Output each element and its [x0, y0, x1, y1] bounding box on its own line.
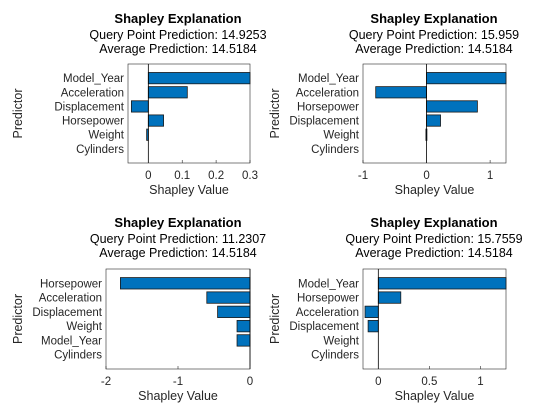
category-label: Displacement	[289, 116, 359, 128]
x-tick-label: 0.5	[421, 376, 437, 388]
bar-displacement	[130, 100, 149, 113]
chart-panel-2: Shapley Explanation Query Point Predictio…	[268, 11, 519, 197]
category-label: Weight	[88, 130, 124, 142]
bar-horsepower	[377, 291, 402, 304]
bar-horsepower	[147, 114, 164, 127]
y-axis-label: Predictor	[11, 88, 25, 138]
chart-subtitle-line: Query Point Prediction: 15.7559	[345, 232, 522, 246]
bar-displacement	[367, 320, 379, 333]
bar-model-year	[426, 72, 507, 85]
chart-title: Shapley Explanation	[370, 215, 497, 230]
x-tick-label: 0	[145, 170, 151, 182]
bar-horsepower	[426, 100, 478, 113]
category-label: Acceleration	[39, 293, 102, 305]
category-label: Model_Year	[298, 73, 359, 85]
x-tick-label: 0.1	[174, 170, 190, 182]
chart-title: Shapley Explanation	[114, 11, 241, 26]
bar-acceleration	[364, 305, 379, 318]
chart-panel-1: Shapley Explanation Query Point Predictio…	[11, 11, 267, 197]
bar-displacement	[217, 305, 251, 318]
category-label: Weight	[66, 321, 102, 333]
x-axis-label: Shapley Value	[138, 389, 218, 403]
category-label: Horsepower	[40, 278, 102, 290]
y-axis-label: Predictor	[268, 294, 282, 344]
chart-subtitle-line: Average Prediction: 14.5184	[355, 246, 513, 260]
x-axis-label: Shapley Value	[395, 183, 475, 197]
chart-title: Shapley Explanation	[370, 11, 497, 26]
x-tick-label: 0	[423, 170, 429, 182]
category-label: Weight	[323, 335, 359, 347]
category-label: Displacement	[54, 101, 124, 113]
bar-model-year	[147, 72, 251, 85]
category-label: Model_Year	[41, 335, 102, 347]
category-label: Displacement	[32, 307, 102, 319]
x-tick-label: 0.3	[242, 170, 258, 182]
chart-subtitle-line: Query Point Prediction: 14.9253	[89, 28, 266, 42]
category-label: Cylinders	[76, 144, 124, 156]
category-label: Acceleration	[61, 87, 124, 99]
x-tick-label: 1	[487, 170, 493, 182]
category-label: Model_Year	[63, 73, 124, 85]
x-tick-label: 0	[375, 376, 381, 388]
x-tick-label: 0.2	[208, 170, 224, 182]
x-tick-label: -2	[101, 376, 111, 388]
chart-subtitle-line: Average Prediction: 14.5184	[99, 42, 257, 56]
category-label: Horsepower	[297, 293, 359, 305]
category-label: Displacement	[289, 321, 359, 333]
bar-acceleration	[206, 291, 251, 304]
chart-subtitle-line: Query Point Prediction: 11.2307	[90, 232, 266, 246]
bar-acceleration	[147, 86, 188, 99]
chart-panel-3: Shapley Explanation Query Point Predictio…	[11, 215, 266, 403]
category-label: Weight	[323, 130, 359, 142]
x-tick-label: 1	[477, 376, 483, 388]
bar-weight	[236, 320, 251, 333]
chart-subtitle-line: Average Prediction: 14.5184	[355, 42, 513, 56]
x-tick-label: 0	[247, 376, 253, 388]
category-label: Cylinders	[54, 350, 102, 362]
x-tick-label: -1	[173, 376, 183, 388]
chart-subtitle-line: Average Prediction: 14.5184	[99, 246, 257, 260]
category-label: Cylinders	[311, 144, 359, 156]
category-label: Horsepower	[62, 116, 124, 128]
y-axis-label: Predictor	[11, 294, 25, 344]
category-label: Cylinders	[311, 350, 359, 362]
x-axis-label: Shapley Value	[395, 389, 475, 403]
x-tick-label: -1	[358, 170, 368, 182]
chart-panel-4: Shapley Explanation Query Point Predictio…	[268, 215, 523, 403]
category-label: Model_Year	[298, 278, 359, 290]
x-axis-label: Shapley Value	[149, 183, 229, 197]
bar-model-year	[377, 277, 507, 290]
bar-model-year	[236, 334, 251, 347]
chart-title: Shapley Explanation	[114, 215, 241, 230]
bar-displacement	[426, 114, 441, 127]
category-label: Acceleration	[296, 307, 359, 319]
bar-acceleration	[375, 86, 427, 99]
chart-subtitle-line: Query Point Prediction: 15.959	[349, 28, 519, 42]
bar-horsepower	[120, 277, 251, 290]
category-label: Acceleration	[296, 87, 359, 99]
category-label: Horsepower	[297, 101, 359, 113]
y-axis-label: Predictor	[268, 88, 282, 138]
